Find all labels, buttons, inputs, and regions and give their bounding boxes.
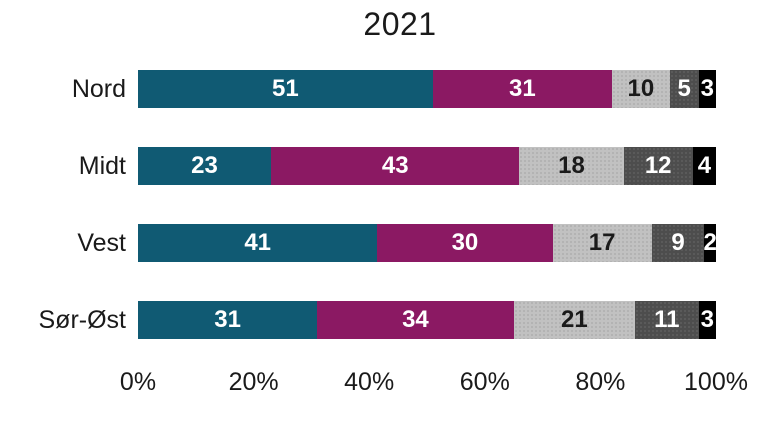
bar-value-label: 31 <box>214 306 241 333</box>
bar-value-label: 4 <box>697 152 712 179</box>
category-label-vest: Vest <box>77 229 126 257</box>
bar-value-label: 2 <box>703 229 717 256</box>
bar-value-label: 9 <box>671 229 685 256</box>
x-tick-label: 40% <box>344 368 395 396</box>
bar-value-label: 17 <box>588 229 616 256</box>
bar-segment-dark-gray: 5 <box>669 70 699 108</box>
bar-segment-light-gray: 10 <box>611 70 670 108</box>
x-tick-label: 20% <box>228 368 279 396</box>
bar-segment-dark-gray: 9 <box>651 224 705 262</box>
bar-segment-teal: 23 <box>138 147 271 185</box>
bar-value-label: 3 <box>700 75 714 102</box>
bar-value-label: 30 <box>451 229 479 256</box>
bar-value-label: 3 <box>700 306 714 333</box>
chart-title: 2021 <box>363 6 437 42</box>
bar-value-label: 34 <box>402 306 429 333</box>
x-tick-label: 100% <box>684 368 748 396</box>
bar-segment-black: 2 <box>703 224 717 262</box>
bar-value-label: 21 <box>561 306 588 333</box>
bar-segment-black: 4 <box>692 147 716 185</box>
bar-row-sor-ost: 31 34 21 11 3 <box>138 301 716 339</box>
bar-value-label: 12 <box>644 152 672 179</box>
bar-segment-light-gray: 18 <box>519 147 624 185</box>
bar-segment-dark-gray: 12 <box>623 147 693 185</box>
bar-segment-magenta: 30 <box>377 224 553 262</box>
category-label-midt: Midt <box>78 152 126 180</box>
bar-segment-magenta: 43 <box>270 147 520 185</box>
bar-value-label: 5 <box>677 75 691 102</box>
category-label-nord: Nord <box>71 75 126 103</box>
bar-segment-light-gray: 17 <box>552 224 652 262</box>
x-axis: 0% 20% 40% 60% 80% 100% <box>0 368 768 408</box>
bar-value-label: 10 <box>627 75 655 102</box>
bar-segment-dark-gray: 11 <box>635 301 699 339</box>
bar-value-label: 51 <box>272 75 299 102</box>
bar-segment-teal: 51 <box>138 70 433 108</box>
bar-value-label: 43 <box>381 152 409 179</box>
bar-value-label: 11 <box>654 306 680 333</box>
bar-value-label: 18 <box>558 152 585 179</box>
x-tick-label: 0% <box>119 368 157 396</box>
bar-segment-teal: 31 <box>138 301 318 339</box>
bar-segment-magenta: 34 <box>317 301 514 339</box>
bar-value-label: 41 <box>244 229 272 256</box>
bar-row-vest: 41 30 17 9 2 <box>138 224 717 262</box>
bar-value-label: 23 <box>191 152 218 179</box>
bar-segment-black: 3 <box>698 70 716 108</box>
bar-row-nord: 51 31 10 5 3 <box>138 70 716 108</box>
bar-segment-teal: 41 <box>138 224 378 262</box>
category-label-sor-ost: Sør-Øst <box>38 306 127 334</box>
x-tick-label: 80% <box>575 368 626 396</box>
bar-segment-black: 3 <box>698 301 716 339</box>
bar-segment-light-gray: 21 <box>513 301 636 339</box>
bar-row-midt: 23 43 18 12 4 <box>138 147 716 185</box>
bar-value-label: 31 <box>509 75 536 102</box>
x-tick-label: 60% <box>459 368 510 396</box>
bar-segment-magenta: 31 <box>432 70 612 108</box>
